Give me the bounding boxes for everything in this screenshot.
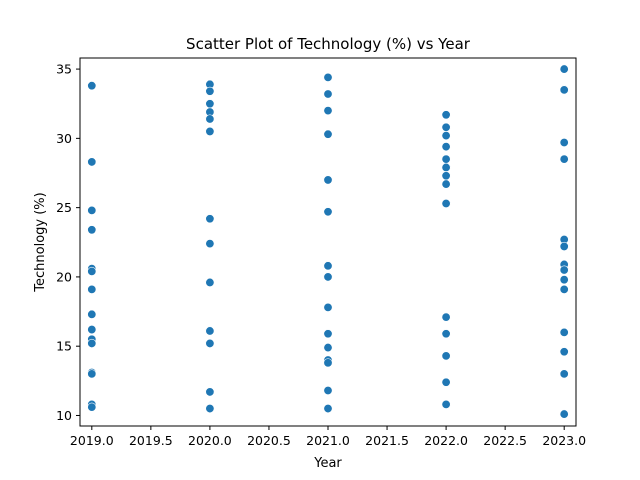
data-point [441,131,451,141]
data-point [205,86,215,96]
data-point [559,241,569,251]
data-point [87,205,97,215]
chart-title: Scatter Plot of Technology (%) vs Year [186,35,471,53]
y-axis-label: Technology (%) [33,192,48,292]
data-point [205,114,215,124]
data-point [559,275,569,285]
data-point [323,261,333,271]
data-point [87,81,97,91]
data-point [441,399,451,409]
data-point [205,326,215,336]
data-point [87,266,97,276]
data-point [559,369,569,379]
data-point [559,409,569,419]
x-tick-label: 2022.5 [483,433,527,448]
data-point [323,72,333,82]
data-point [323,106,333,116]
y-tick-label: 20 [56,269,72,284]
data-point [87,369,97,379]
y-tick-label: 30 [56,131,72,146]
y-axis-ticks: 10 15 20 25 30 35 [56,62,80,423]
data-point [441,171,451,181]
y-tick-label: 10 [56,408,72,423]
data-point [87,284,97,294]
data-point [87,325,97,335]
data-point [87,338,97,348]
data-point [441,122,451,132]
x-tick-label: 2020.5 [247,433,291,448]
x-tick-label: 2020.0 [188,433,232,448]
data-point [559,85,569,95]
data-point [441,351,451,361]
data-point [205,239,215,249]
data-point [559,265,569,275]
data-point [323,404,333,414]
data-point [441,329,451,339]
x-tick-label: 2023.0 [542,433,586,448]
x-tick-label: 2021.0 [306,433,350,448]
y-tick-label: 25 [56,200,72,215]
data-point [205,126,215,136]
data-point [323,329,333,339]
y-tick-label: 15 [56,339,72,354]
data-point [441,162,451,172]
x-axis-ticks: 2019.0 2019.5 2020.0 2020.5 2021.0 2021.5 2022… [70,426,586,448]
data-point [205,99,215,109]
data-point [205,338,215,348]
data-point [323,89,333,99]
data-point [441,142,451,152]
data-point [559,64,569,74]
data-point [323,302,333,312]
data-point [87,157,97,167]
data-point [441,312,451,322]
data-point [323,343,333,353]
data-point [87,402,97,412]
x-axis-label: Year [313,456,342,471]
x-tick-label: 2019.0 [70,433,114,448]
data-point [441,110,451,120]
data-point [559,154,569,164]
data-point [441,198,451,208]
data-point [559,138,569,148]
data-point [441,154,451,164]
x-tick-label: 2019.5 [129,433,173,448]
data-point [205,277,215,287]
data-point [559,284,569,294]
x-tick-label: 2022.0 [424,433,468,448]
data-point [205,387,215,397]
data-point [323,386,333,396]
data-point [441,377,451,387]
y-tick-label: 35 [56,62,72,77]
data-point [323,129,333,139]
data-point [559,347,569,357]
data-point [205,214,215,224]
data-point [87,309,97,319]
data-point [441,179,451,189]
data-point [323,175,333,185]
data-point [323,207,333,217]
points-layer [87,64,569,419]
data-point [323,272,333,282]
data-point [323,358,333,368]
data-point [87,225,97,235]
data-point [559,327,569,337]
x-tick-label: 2021.5 [365,433,409,448]
data-point [205,404,215,414]
